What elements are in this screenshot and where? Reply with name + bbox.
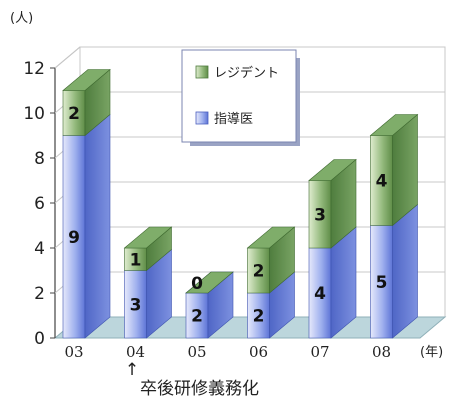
- x-axis-ticks: 03 04 05 06 07 08: [64, 343, 391, 361]
- bar-label-05-resident: 0: [191, 274, 203, 294]
- y-tick-label-2: 2: [34, 284, 45, 304]
- bar-label-04-resident: 1: [130, 250, 142, 270]
- bar-label-07-attending: 4: [314, 284, 326, 304]
- bar-stack-05: 20: [185, 271, 234, 339]
- bar-03-resident-top: [62, 69, 111, 91]
- x-tick-label-07: 07: [310, 343, 329, 361]
- legend-label-attending: 指導医: [214, 112, 253, 127]
- bar-06-resident-top: [246, 226, 296, 249]
- x-tick-label-05: 05: [187, 343, 206, 361]
- bar-stack-08: 54: [369, 113, 419, 339]
- y-axis-unit: (人): [10, 11, 33, 26]
- annotation-arrow: ↑: [125, 360, 139, 380]
- y-tick-label-6: 6: [34, 194, 45, 214]
- annotation-text: 卒後研修義務化: [140, 379, 259, 399]
- legend-box: [181, 49, 297, 143]
- bar-label-06-attending: 2: [253, 307, 265, 327]
- legend-swatch-resident: [195, 65, 209, 79]
- bar-label-03-resident: 2: [68, 104, 80, 124]
- bar-label-04-attending: 3: [130, 295, 142, 315]
- bar-07-resident-top: [308, 159, 357, 181]
- bar-03-attending-side: [84, 113, 111, 339]
- bar-04-resident-top: [123, 226, 173, 249]
- y-axis-ticks: 0 2 4 6 8 10 12: [23, 59, 55, 349]
- bar-label-06-resident: 2: [253, 262, 265, 282]
- bar-label-08-resident: 4: [376, 172, 388, 192]
- bar-stack-07: 43: [308, 158, 357, 339]
- bar-label-07-resident: 3: [314, 205, 326, 225]
- y-tick-label-10: 10: [23, 104, 45, 124]
- x-tick-label-08: 08: [372, 343, 391, 361]
- bar-stack-03: 92: [62, 68, 111, 339]
- legend-label-resident: レジデント: [214, 65, 279, 81]
- y-tick-label-12: 12: [23, 59, 45, 79]
- legend-swatch-attending: [195, 111, 209, 125]
- bar-stack-04: 31: [123, 226, 173, 339]
- y-tick-label-0: 0: [34, 329, 45, 349]
- x-axis-unit: (年): [420, 345, 443, 360]
- bar-label-03-attending: 9: [68, 228, 80, 248]
- bar-label-05-attending: 2: [191, 307, 203, 327]
- gridline-depth-12: [54, 46, 81, 69]
- legend: レジデント 指導医: [181, 49, 300, 146]
- x-tick-label-03: 03: [64, 343, 83, 361]
- bar-label-08-attending: 5: [376, 273, 388, 293]
- bar-08-resident-top: [369, 114, 419, 136]
- bar-05-resident-top: [185, 271, 234, 294]
- x-tick-label-04: 04: [126, 343, 145, 361]
- y-tick-label-8: 8: [34, 149, 45, 169]
- bar-stack-06: 22: [246, 226, 296, 339]
- y-tick-label-4: 4: [34, 239, 45, 259]
- x-tick-label-06: 06: [249, 343, 268, 361]
- bar-08-attending-side: [392, 203, 418, 339]
